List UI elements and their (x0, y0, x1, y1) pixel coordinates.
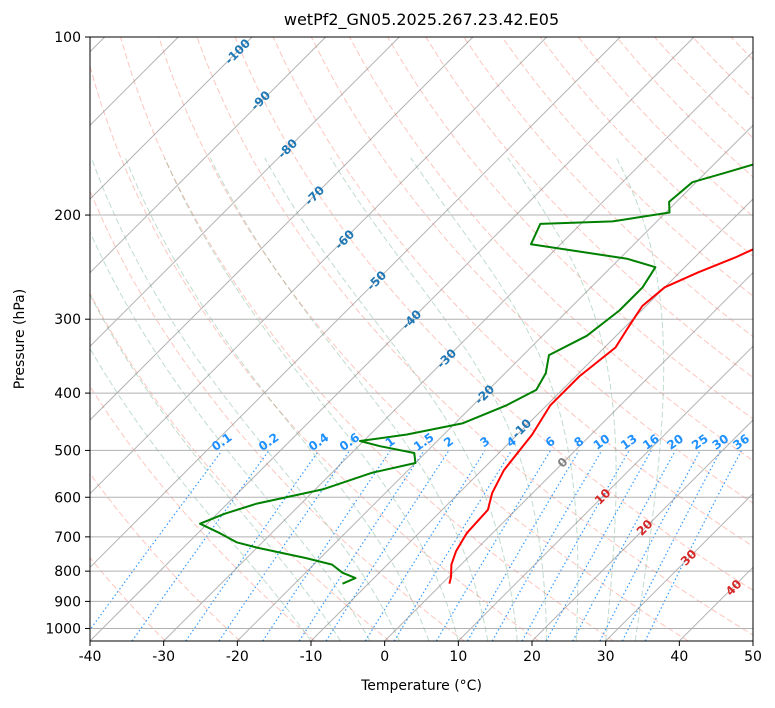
mixing-ratio-label: 36 (730, 431, 752, 452)
y-tick-label: 300 (54, 312, 81, 328)
mixing-ratio-label: 25 (689, 431, 711, 452)
mixing-ratio-line (262, 450, 391, 641)
isotherm-line (384, 271, 753, 641)
dry-adiabat-line (234, 37, 753, 591)
mixing-ratio-line (298, 450, 425, 641)
isotherm-line (163, 50, 753, 641)
dry-adiabat-line (769, 37, 775, 641)
mixing-ratio-line (466, 450, 580, 641)
y-tick-label: 600 (54, 490, 81, 506)
y-tick-label: 800 (54, 564, 81, 580)
x-tick-label: -40 (79, 649, 102, 665)
dry-adiabat-label: -20 (472, 382, 497, 407)
moist-adiabat-line (124, 157, 430, 641)
mixing-ratio-line (90, 450, 223, 631)
isotherm-line (752, 640, 753, 641)
isotherm-line (90, 37, 621, 569)
isotherm-line (678, 566, 753, 641)
mixing-ratio-line (572, 450, 677, 641)
dry-adiabat-line (90, 472, 241, 641)
mixing-ratio-line (521, 450, 630, 641)
y-tick-label: 500 (54, 443, 81, 459)
x-tick-label: -10 (300, 649, 323, 665)
dry-adiabat-line (272, 37, 753, 547)
isotherm-line (90, 37, 548, 495)
mixing-ratio-line (218, 450, 351, 641)
isotherm-line (90, 37, 400, 348)
mixing-ratio-line (644, 450, 743, 641)
y-tick-label: 200 (54, 208, 81, 224)
x-tick-label: -20 (226, 649, 249, 665)
mixing-ratio-label: 6 (543, 434, 558, 450)
mixing-ratio-line (435, 450, 552, 641)
mixing-ratio-label: 30 (710, 431, 732, 452)
dry-adiabat-line (692, 37, 753, 100)
mixing-ratio-label: 20 (664, 431, 686, 452)
x-tick-label: 50 (744, 649, 762, 665)
isotherm-line (531, 419, 753, 641)
y-tick-label: 1000 (45, 621, 81, 637)
dry-adiabat-line (654, 37, 753, 139)
mixing-ratio-label: 3 (477, 434, 492, 450)
mixing-ratio-label: 10 (591, 431, 613, 452)
mixing-ratio-line (599, 450, 701, 641)
dry-adiabat-line (349, 37, 753, 462)
temperature-profile-line (448, 248, 753, 584)
y-tick-label: 700 (54, 530, 81, 546)
mixing-ratio-line (545, 450, 652, 641)
mixing-ratio-label: 16 (640, 431, 662, 452)
x-tick-label: -30 (152, 649, 175, 665)
moist-adiabat-label: 40 (723, 577, 745, 599)
mixing-ratio-line (364, 450, 486, 641)
dry-adiabat-line (90, 385, 316, 641)
y-tick-label: 400 (54, 386, 81, 402)
x-tick-label: 10 (449, 649, 467, 665)
mixing-ratio-label: 13 (618, 431, 640, 452)
moist-adiabat-line (90, 157, 400, 641)
isotherm-line (90, 37, 253, 200)
dry-adiabat-line (90, 557, 166, 641)
y-axis-label: Pressure (hPa) (12, 288, 28, 390)
isotherm-line (90, 37, 327, 274)
mixing-ratio-label: 2 (441, 434, 456, 450)
mixing-ratio-line (325, 450, 450, 641)
x-tick-label: 0 (380, 649, 389, 665)
dry-adiabat-line (387, 37, 753, 420)
isotherm-line (90, 37, 474, 421)
isotherm-line (605, 492, 753, 641)
dry-adiabat-line (90, 189, 465, 641)
dry-adiabat-line (158, 37, 689, 641)
mixing-ratio-line (621, 450, 722, 641)
mixing-ratio-line (393, 450, 513, 641)
dry-adiabat-line (425, 37, 753, 379)
dry-adiabat-line (90, 292, 390, 641)
dry-adiabat-line (90, 64, 540, 641)
isotherm-line (236, 124, 753, 641)
x-tick-label: 30 (597, 649, 615, 665)
dry-adiabat-line (196, 37, 753, 636)
moist-adiabat-line (507, 157, 617, 641)
dry-adiabat-line (310, 37, 753, 504)
isotherm-line (90, 37, 695, 641)
dry-adiabat-line (120, 37, 614, 641)
dry-adiabat-label: -90 (248, 88, 273, 113)
x-axis-label: Temperature (°C) (361, 678, 482, 694)
plot-frame (89, 36, 754, 642)
mixing-ratio-line (185, 450, 320, 641)
y-tick-label: 100 (54, 30, 81, 46)
x-tick-label: 40 (670, 649, 688, 665)
y-tick-label: 900 (54, 594, 81, 610)
isotherm-line (457, 345, 753, 641)
dry-adiabat-line (463, 37, 753, 338)
chart-title: wetPf2_GN05.2025.267.23.42.E05 (283, 10, 560, 29)
x-tick-label: 20 (523, 649, 541, 665)
dry-adiabat-line (501, 37, 753, 297)
plot-area (90, 37, 775, 641)
moist-adiabat-line (163, 157, 459, 641)
moist-adiabat-line (615, 157, 665, 641)
isotherm-line (310, 198, 753, 641)
dewpoint-profile-line (199, 163, 753, 585)
